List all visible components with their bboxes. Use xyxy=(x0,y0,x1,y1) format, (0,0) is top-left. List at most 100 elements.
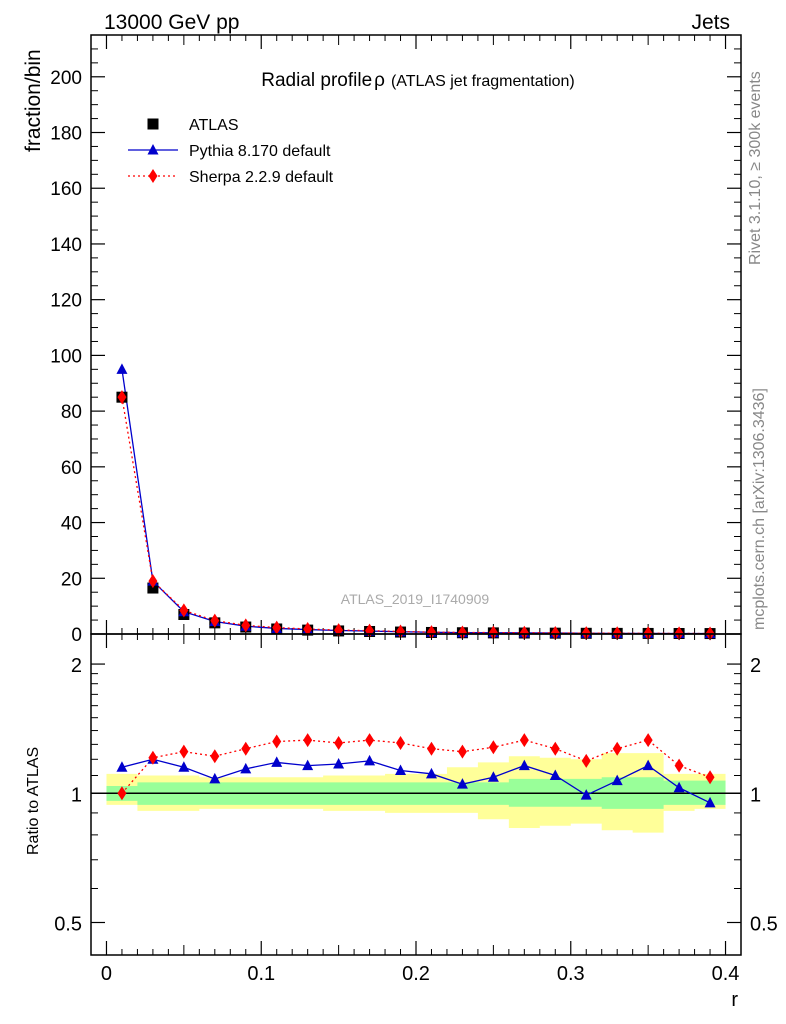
main-data-point xyxy=(116,363,128,374)
ratio-data-point xyxy=(272,734,282,749)
main-data-point xyxy=(550,625,560,640)
ratio-data-point xyxy=(178,761,190,772)
legend-marker xyxy=(147,144,159,155)
ratio-y-axis-label: Ratio to ATLAS xyxy=(25,747,42,855)
ratio-data-point xyxy=(117,786,127,801)
main-y-tick-label: 120 xyxy=(50,291,82,312)
main-data-point xyxy=(519,625,529,640)
analysis-watermark: ATLAS_2019_I1740909 xyxy=(341,591,490,607)
mcplots-label: mcplots.cern.ch [arXiv:1306.3436] xyxy=(751,388,768,630)
energy-label: 13000 GeV pp xyxy=(104,11,239,34)
ratio-data-point xyxy=(148,750,158,765)
ratio-data-point xyxy=(642,759,654,771)
ratio-data-point xyxy=(580,789,592,800)
ratio-data-point xyxy=(549,769,561,781)
ratio-data-point xyxy=(396,735,406,750)
legend: ATLAS Pythia 8.170 default Sherpa 2.2.9 de… xyxy=(128,117,334,186)
main-y-axis-label: fraction/bin xyxy=(22,49,45,152)
ratio-data-point xyxy=(611,774,623,786)
ratio-series-line xyxy=(121,739,711,794)
ratio-data-point xyxy=(364,754,376,766)
chart-title: Radial profile ρ (ATLAS jet fragmentation) xyxy=(261,70,575,91)
x-axis-label: r xyxy=(731,989,738,1011)
ratio-data-point xyxy=(456,778,468,789)
ratio-data-point xyxy=(302,759,314,771)
ratio-data-point xyxy=(674,758,684,773)
main-y-tick-label: 100 xyxy=(50,346,82,367)
ratio-data-point xyxy=(487,771,499,782)
ratio-series-layer xyxy=(116,733,716,808)
ratio-data-point xyxy=(240,762,252,774)
ratio-series-line xyxy=(121,758,711,804)
legend-marker xyxy=(148,169,158,183)
ratio-data-point xyxy=(457,744,467,759)
main-data-point xyxy=(426,625,436,640)
x-tick-label: 0.1 xyxy=(247,963,275,985)
main-data-point xyxy=(457,625,467,640)
ratio-axis-ticks: 0.5 0.5 1 1 2 2 0 0.1 0.2 0.3 0.4 xyxy=(54,634,778,985)
legend-entry: ATLAS xyxy=(189,117,239,134)
ratio-data-point xyxy=(519,733,529,748)
ratio-y-tick-label-right: 0.5 xyxy=(750,913,778,935)
ratio-data-point xyxy=(116,761,128,772)
main-y-tick-label: 60 xyxy=(61,458,82,479)
main-data-point xyxy=(117,390,127,405)
x-tick-label: 0.3 xyxy=(557,963,585,985)
jets-label: Jets xyxy=(691,11,730,34)
title-sub: (ATLAS jet fragmentation) xyxy=(391,73,575,90)
title-main: Radial profile xyxy=(261,70,372,91)
ratio-data-point xyxy=(334,735,344,750)
ratio-data-point xyxy=(581,753,591,768)
ratio-data-point xyxy=(179,744,189,759)
main-y-tick-label: 20 xyxy=(61,569,82,590)
ratio-data-point xyxy=(673,781,685,793)
ratio-data-point xyxy=(518,759,530,771)
ratio-data-point xyxy=(210,749,220,764)
ratio-data-point xyxy=(333,758,345,769)
main-y-tick-label: 80 xyxy=(61,402,82,423)
main-data-point xyxy=(643,626,653,641)
ratio-y-tick-label-right: 1 xyxy=(750,784,761,806)
ratio-data-point xyxy=(488,740,498,755)
ratio-data-point xyxy=(365,733,375,748)
legend-marker xyxy=(147,118,159,130)
main-data-point xyxy=(612,626,622,641)
ratio-data-point xyxy=(271,756,283,767)
ratio-data-point xyxy=(426,741,436,756)
ratio-y-tick-label: 0.5 xyxy=(54,913,82,935)
main-y-tick-label: 180 xyxy=(50,124,82,145)
main-data-point xyxy=(396,624,406,639)
legend-entry: Pythia 8.170 default xyxy=(189,143,331,160)
ratio-y-tick-label: 2 xyxy=(71,655,82,677)
ratio-data-point xyxy=(704,796,716,808)
main-y-tick-label: 160 xyxy=(50,179,82,200)
main-data-point xyxy=(210,613,220,628)
ratio-data-point xyxy=(303,733,313,748)
rivet-label: Rivet 3.1.10, ≥ 300k events xyxy=(747,71,764,265)
main-y-tick-label: 0 xyxy=(71,625,82,646)
main-data-point xyxy=(179,603,189,618)
ratio-plot-frame xyxy=(90,633,742,956)
main-data-point xyxy=(488,625,498,640)
main-y-tick-label: 200 xyxy=(50,68,82,89)
main-data-point xyxy=(581,626,591,641)
main-data-point xyxy=(241,618,251,633)
ratio-data-point xyxy=(612,741,622,756)
ratio-y-tick-label-right: 2 xyxy=(750,655,761,677)
main-data-point xyxy=(148,574,158,589)
x-tick-label: 0.4 xyxy=(712,963,740,985)
ratio-bands xyxy=(91,753,741,833)
ratio-data-point xyxy=(425,767,437,779)
main-data-point xyxy=(303,621,313,636)
x-tick-label: 0.2 xyxy=(402,963,430,985)
ratio-data-point xyxy=(209,772,221,784)
main-y-tick-label: 40 xyxy=(61,514,82,535)
ratio-y-tick-label: 1 xyxy=(71,784,82,806)
main-y-tick-label: 140 xyxy=(50,235,82,256)
x-tick-label: 0 xyxy=(101,963,112,985)
ratio-data-point xyxy=(705,770,715,785)
ratio-data-point xyxy=(643,733,653,748)
main-data-point xyxy=(272,620,282,635)
title-symbol: ρ xyxy=(374,70,385,91)
